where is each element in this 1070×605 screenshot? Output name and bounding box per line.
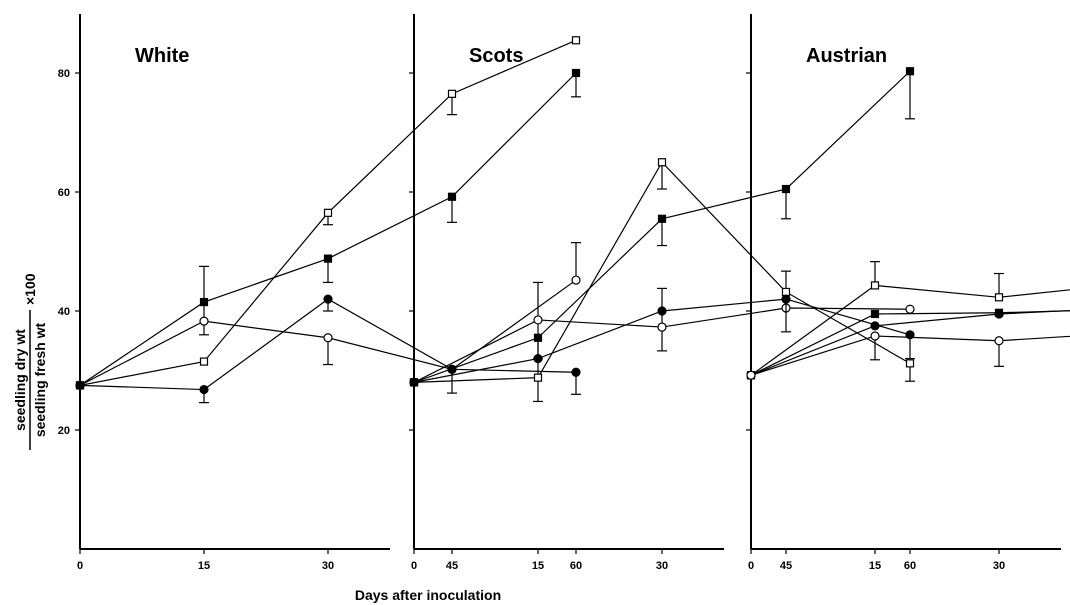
data-point: [323, 294, 333, 304]
data-point: [571, 367, 581, 377]
x-tick-label: 30: [656, 560, 668, 572]
x-tick-label: 0: [77, 560, 83, 572]
x-tick-label: 45: [780, 560, 792, 572]
series-filled-circle: [409, 294, 915, 387]
data-point: [657, 214, 667, 223]
data-point: [994, 336, 1004, 346]
data-point: [75, 380, 85, 390]
x-axis-title: Days after inoculation: [355, 587, 501, 603]
series-open-circle: [746, 331, 1070, 380]
data-point: [870, 321, 880, 331]
x-tick-label: 60: [570, 560, 582, 572]
data-point: [746, 370, 756, 380]
data-point: [571, 275, 581, 285]
x-tick-label: 30: [322, 560, 334, 572]
panel-white: 20 40 60 80 0 15 30 45 60 White: [58, 14, 582, 572]
data-point: [905, 359, 915, 368]
data-point: [447, 192, 457, 201]
data-point: [199, 384, 209, 395]
data-point: [905, 67, 915, 76]
data-point: [571, 36, 581, 45]
panel-title: White: [135, 45, 189, 67]
data-point: [994, 293, 1004, 302]
data-point: [409, 377, 419, 387]
data-point: [870, 281, 880, 290]
panel-title: Scots: [469, 45, 523, 67]
series-open-circle: [409, 287, 915, 387]
series-filled-square: [409, 67, 915, 387]
y-axis-denominator: seedling fresh wt: [32, 322, 48, 437]
x-tick-label: 30: [993, 560, 1005, 572]
data-point: [533, 373, 543, 382]
series-filled-circle: [75, 294, 581, 404]
y-tick-label: 80: [58, 68, 70, 80]
x-tick-label: 15: [198, 560, 210, 572]
data-point: [199, 297, 209, 307]
y-tick-label: 40: [58, 306, 70, 318]
data-point: [781, 287, 791, 297]
data-point: [323, 333, 333, 343]
panel-scots: 0 15 30 45 60 Scots: [409, 14, 916, 572]
panel-title: Austrian: [806, 45, 887, 67]
data-point: [994, 309, 1004, 319]
data-point: [870, 309, 880, 319]
data-point: [323, 208, 333, 217]
panels: 20 40 60 80 0 15 30 45 60 White 0 15 30 45 60 Scots 0 15 3…: [58, 14, 1070, 572]
data-point: [905, 304, 915, 314]
data-point: [323, 254, 333, 263]
y-tick-label: 60: [58, 187, 70, 199]
data-point: [199, 316, 209, 326]
data-point: [781, 184, 791, 194]
data-point: [571, 68, 581, 78]
x-tick-label: 0: [411, 560, 417, 572]
series-open-square: [409, 158, 915, 403]
data-point: [657, 158, 667, 167]
data-point: [533, 354, 543, 364]
y-axis-title: seedling dry wt seedling fresh wt ×100: [12, 273, 48, 450]
data-point: [781, 294, 791, 304]
x-tick-label: 45: [446, 560, 458, 572]
panel-austrian: 0 15 30 45 60 Austrian: [746, 14, 1070, 572]
data-point: [533, 315, 543, 325]
y-axis-numerator: seedling dry wt: [12, 329, 28, 431]
series-filled-square: [75, 68, 581, 390]
series-filled-circle: [746, 309, 1070, 380]
data-point: [447, 89, 457, 98]
data-point: [657, 322, 667, 332]
data-point: [199, 357, 209, 366]
x-tick-label: 15: [869, 560, 881, 572]
x-tick-label: 15: [532, 560, 544, 572]
y-tick-label: 20: [58, 425, 70, 437]
x-tick-label: 0: [748, 560, 754, 572]
y-axis-multiplier: ×100: [22, 273, 38, 305]
data-point: [657, 306, 667, 316]
data-point: [533, 333, 543, 342]
x-tick-label: 60: [904, 560, 916, 572]
data-point: [870, 331, 880, 341]
